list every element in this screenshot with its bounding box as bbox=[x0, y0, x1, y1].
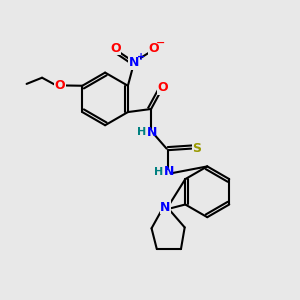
Text: N: N bbox=[129, 56, 139, 69]
Text: S: S bbox=[192, 142, 201, 155]
Text: O: O bbox=[158, 81, 168, 94]
Text: O: O bbox=[55, 79, 65, 92]
Text: H: H bbox=[154, 167, 163, 177]
Text: O: O bbox=[148, 42, 159, 55]
Text: H: H bbox=[136, 127, 146, 137]
Text: N: N bbox=[147, 126, 157, 139]
Text: O: O bbox=[110, 42, 121, 55]
Text: N: N bbox=[164, 165, 174, 178]
Text: −: − bbox=[156, 38, 165, 48]
Text: N: N bbox=[160, 201, 171, 214]
Text: +: + bbox=[137, 52, 145, 62]
